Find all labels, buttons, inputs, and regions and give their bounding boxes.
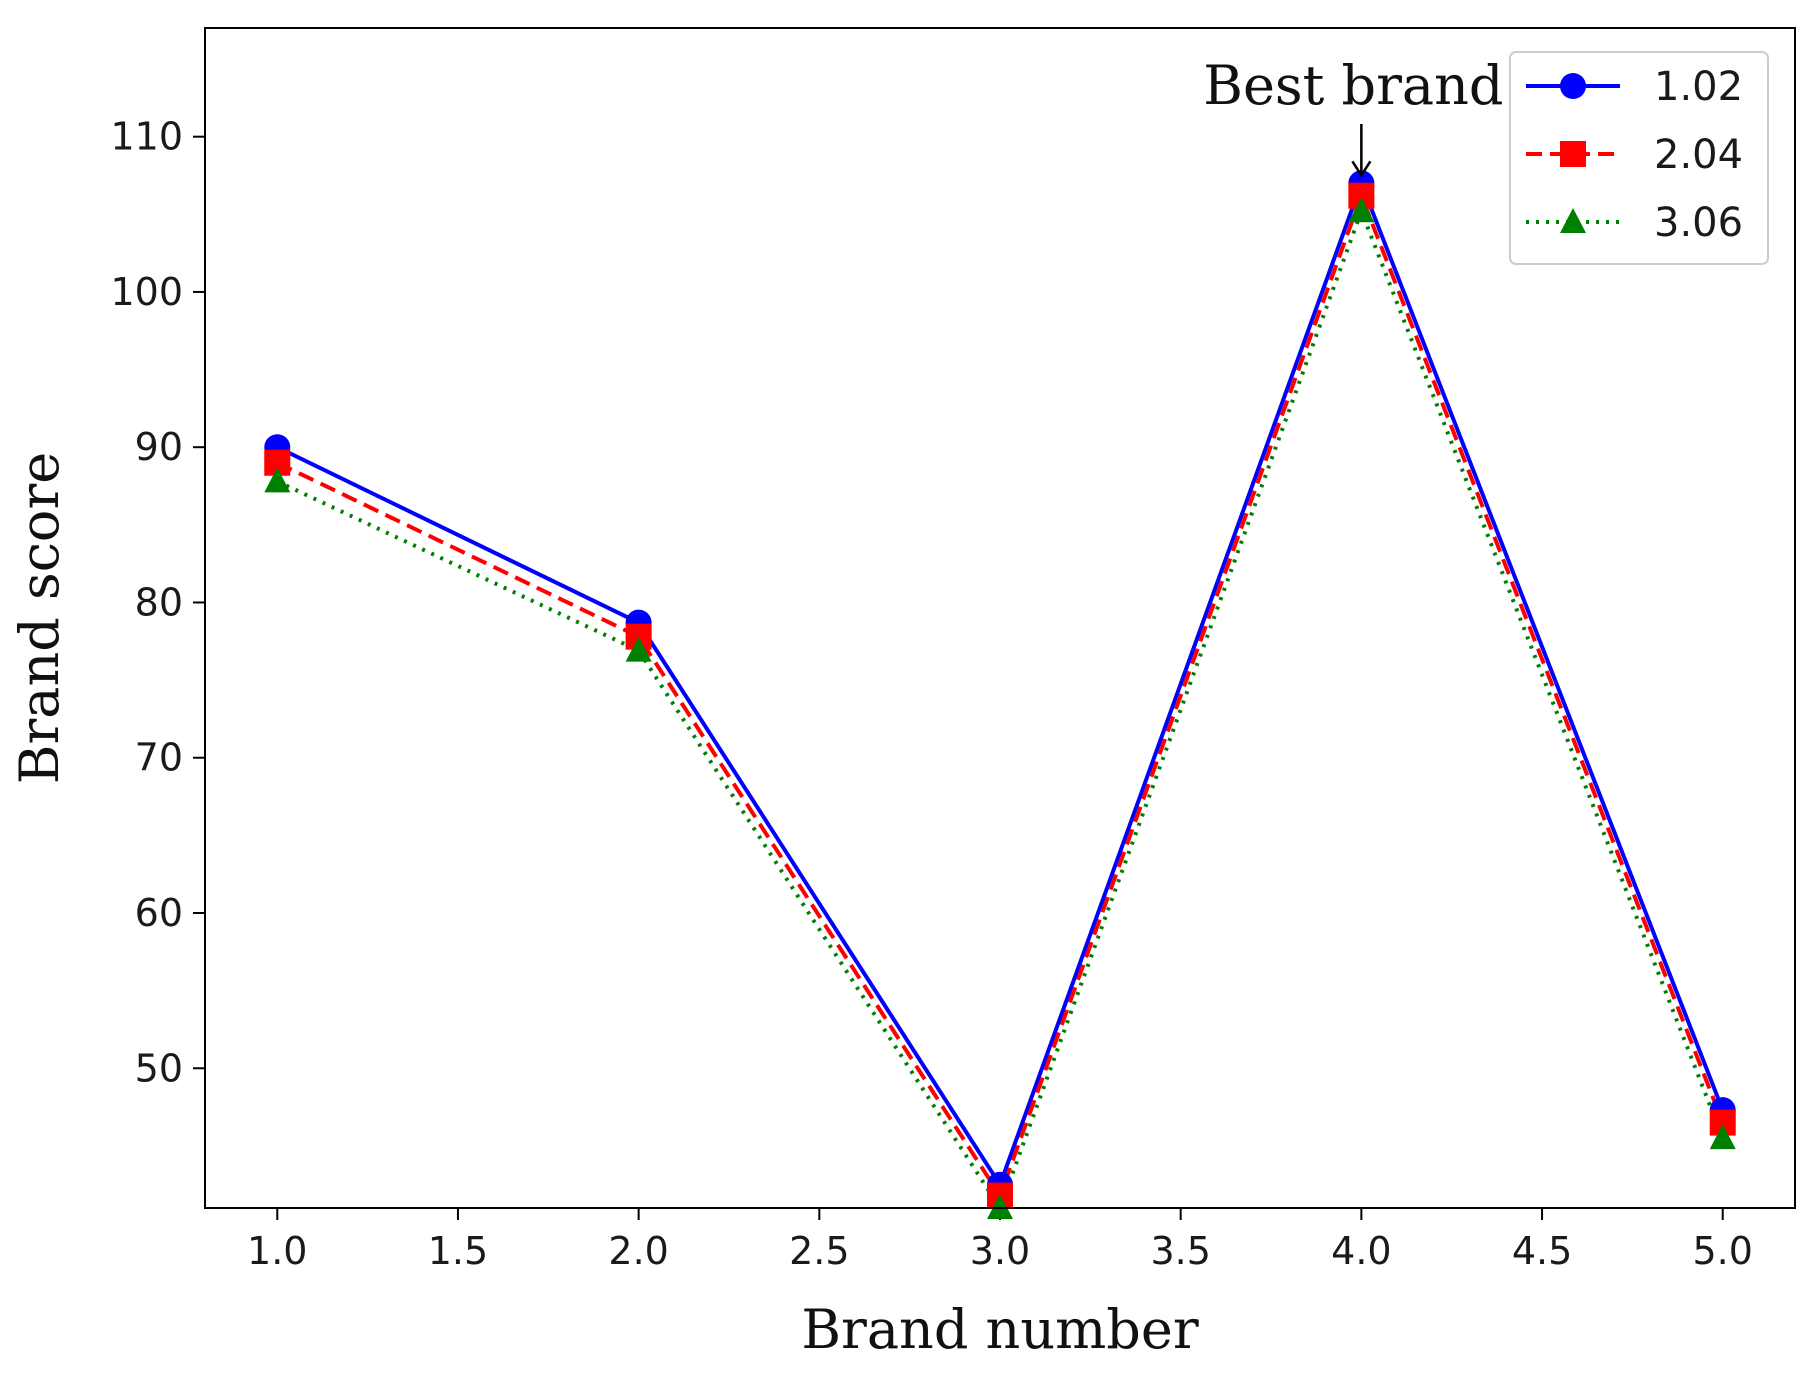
series-layer [264,170,1736,1219]
x-tick-label: 3.0 [970,1229,1030,1273]
legend-series-3-06-marker [1560,208,1586,233]
x-tick-label: 4.5 [1512,1229,1572,1273]
legend-series-2-04-marker [1560,141,1586,167]
y-tick-label: 50 [135,1046,183,1090]
legend-series-2-04-label: 2.04 [1654,132,1743,178]
best-brand-annotation: Best brand [1203,54,1503,178]
x-tick-label: 3.5 [1150,1229,1210,1273]
legend-series-1-02-label: 1.02 [1654,64,1743,110]
series-3-06-marker [1348,197,1375,223]
x-tick-label: 2.5 [789,1229,849,1273]
y-axis-title: Brand score [8,452,71,784]
y-tick-label: 110 [110,115,183,159]
annotation-arrow-head [1351,160,1372,178]
legend: 1.02 2.04 3.06 [1509,51,1769,265]
x-axis-title: Brand number [801,1298,1198,1361]
y-tick-label: 80 [135,580,183,624]
x-tick-label: 1.5 [428,1229,488,1273]
legend-series-3-06-label: 3.06 [1654,200,1743,246]
plot-frame [204,27,1796,1209]
y-axis-ticks: 50 60 70 80 90 100 110 [110,115,205,1090]
legend-series-1-02-marker [1560,73,1586,99]
y-tick-label: 100 [110,270,183,314]
y-tick-label: 70 [135,736,183,780]
x-tick-label: 2.0 [608,1229,668,1273]
legend-items: 1.02 2.04 3.06 [1526,64,1743,246]
annotation-text: Best brand [1203,54,1503,117]
y-tick-label: 60 [135,891,183,935]
x-axis-ticks: 1.0 1.5 2.0 2.5 3.0 3.5 4.0 4.5 5.0 [247,1208,1753,1273]
series-3-06-marker [987,1194,1013,1219]
series-3-06-marker [1709,1124,1736,1150]
series-3-06-marker [625,636,652,662]
x-tick-label: 4.0 [1331,1229,1391,1273]
x-tick-label: 1.0 [247,1229,307,1273]
series-3-06-marker [264,467,291,493]
y-tick-label: 90 [135,425,183,469]
x-tick-label: 5.0 [1693,1229,1753,1273]
